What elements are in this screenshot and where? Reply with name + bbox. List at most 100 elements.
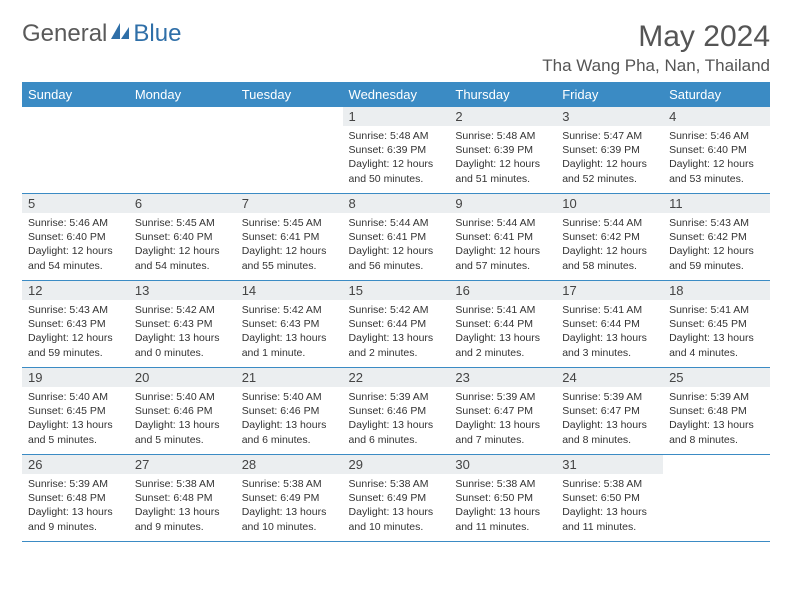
calendar-cell: 31Sunrise: 5:38 AMSunset: 6:50 PMDayligh… [556, 455, 663, 542]
calendar-cell: . [22, 107, 129, 194]
calendar-cell: 29Sunrise: 5:38 AMSunset: 6:49 PMDayligh… [343, 455, 450, 542]
calendar-cell: 28Sunrise: 5:38 AMSunset: 6:49 PMDayligh… [236, 455, 343, 542]
day-number: 15 [343, 281, 450, 300]
calendar-cell: 10Sunrise: 5:44 AMSunset: 6:42 PMDayligh… [556, 194, 663, 281]
day-details: Sunrise: 5:38 AMSunset: 6:49 PMDaylight:… [343, 474, 450, 538]
calendar-row: 26Sunrise: 5:39 AMSunset: 6:48 PMDayligh… [22, 455, 770, 542]
day-number: 17 [556, 281, 663, 300]
calendar-cell: 1Sunrise: 5:48 AMSunset: 6:39 PMDaylight… [343, 107, 450, 194]
calendar-cell: 26Sunrise: 5:39 AMSunset: 6:48 PMDayligh… [22, 455, 129, 542]
weekday-header: Friday [556, 82, 663, 107]
day-number: 22 [343, 368, 450, 387]
calendar-cell: 5Sunrise: 5:46 AMSunset: 6:40 PMDaylight… [22, 194, 129, 281]
day-details: Sunrise: 5:38 AMSunset: 6:48 PMDaylight:… [129, 474, 236, 538]
header: General Blue May 2024 Tha Wang Pha, Nan,… [22, 20, 770, 76]
day-details: Sunrise: 5:39 AMSunset: 6:47 PMDaylight:… [449, 387, 556, 451]
day-details: Sunrise: 5:44 AMSunset: 6:42 PMDaylight:… [556, 213, 663, 277]
day-details: Sunrise: 5:45 AMSunset: 6:41 PMDaylight:… [236, 213, 343, 277]
calendar-cell: 20Sunrise: 5:40 AMSunset: 6:46 PMDayligh… [129, 368, 236, 455]
day-number: 27 [129, 455, 236, 474]
calendar-cell: 11Sunrise: 5:43 AMSunset: 6:42 PMDayligh… [663, 194, 770, 281]
day-details: Sunrise: 5:46 AMSunset: 6:40 PMDaylight:… [663, 126, 770, 190]
calendar-cell: 30Sunrise: 5:38 AMSunset: 6:50 PMDayligh… [449, 455, 556, 542]
calendar-cell: 21Sunrise: 5:40 AMSunset: 6:46 PMDayligh… [236, 368, 343, 455]
day-number: 5 [22, 194, 129, 213]
day-number: 13 [129, 281, 236, 300]
day-details: Sunrise: 5:39 AMSunset: 6:48 PMDaylight:… [663, 387, 770, 451]
calendar-cell: 13Sunrise: 5:42 AMSunset: 6:43 PMDayligh… [129, 281, 236, 368]
weekday-header: Tuesday [236, 82, 343, 107]
day-number: 9 [449, 194, 556, 213]
calendar-cell: 3Sunrise: 5:47 AMSunset: 6:39 PMDaylight… [556, 107, 663, 194]
calendar-cell: 25Sunrise: 5:39 AMSunset: 6:48 PMDayligh… [663, 368, 770, 455]
day-number: 14 [236, 281, 343, 300]
calendar-row: ...1Sunrise: 5:48 AMSunset: 6:39 PMDayli… [22, 107, 770, 194]
calendar-cell: 14Sunrise: 5:42 AMSunset: 6:43 PMDayligh… [236, 281, 343, 368]
day-details: Sunrise: 5:38 AMSunset: 6:50 PMDaylight:… [449, 474, 556, 538]
calendar-cell: 24Sunrise: 5:39 AMSunset: 6:47 PMDayligh… [556, 368, 663, 455]
day-number: 4 [663, 107, 770, 126]
day-details: Sunrise: 5:38 AMSunset: 6:49 PMDaylight:… [236, 474, 343, 538]
logo-text-1: General [22, 20, 107, 48]
calendar-row: 19Sunrise: 5:40 AMSunset: 6:45 PMDayligh… [22, 368, 770, 455]
day-details: Sunrise: 5:44 AMSunset: 6:41 PMDaylight:… [343, 213, 450, 277]
weekday-header: Monday [129, 82, 236, 107]
calendar-cell: 23Sunrise: 5:39 AMSunset: 6:47 PMDayligh… [449, 368, 556, 455]
calendar-cell: 9Sunrise: 5:44 AMSunset: 6:41 PMDaylight… [449, 194, 556, 281]
calendar-table: SundayMondayTuesdayWednesdayThursdayFrid… [22, 82, 770, 542]
day-number: 20 [129, 368, 236, 387]
day-number: 2 [449, 107, 556, 126]
calendar-cell: 16Sunrise: 5:41 AMSunset: 6:44 PMDayligh… [449, 281, 556, 368]
day-details: Sunrise: 5:41 AMSunset: 6:45 PMDaylight:… [663, 300, 770, 364]
logo-sail-icon [109, 20, 131, 48]
weekday-header: Saturday [663, 82, 770, 107]
calendar-cell: 15Sunrise: 5:42 AMSunset: 6:44 PMDayligh… [343, 281, 450, 368]
day-number: 21 [236, 368, 343, 387]
calendar-cell: 17Sunrise: 5:41 AMSunset: 6:44 PMDayligh… [556, 281, 663, 368]
day-number: 24 [556, 368, 663, 387]
day-details: Sunrise: 5:47 AMSunset: 6:39 PMDaylight:… [556, 126, 663, 190]
day-number: 12 [22, 281, 129, 300]
day-details: Sunrise: 5:44 AMSunset: 6:41 PMDaylight:… [449, 213, 556, 277]
title-block: May 2024 Tha Wang Pha, Nan, Thailand [542, 20, 770, 76]
logo: General Blue [22, 20, 181, 48]
calendar-cell: 7Sunrise: 5:45 AMSunset: 6:41 PMDaylight… [236, 194, 343, 281]
day-details: Sunrise: 5:42 AMSunset: 6:44 PMDaylight:… [343, 300, 450, 364]
calendar-cell: 12Sunrise: 5:43 AMSunset: 6:43 PMDayligh… [22, 281, 129, 368]
day-details: Sunrise: 5:40 AMSunset: 6:46 PMDaylight:… [236, 387, 343, 451]
calendar-cell: 22Sunrise: 5:39 AMSunset: 6:46 PMDayligh… [343, 368, 450, 455]
day-details: Sunrise: 5:41 AMSunset: 6:44 PMDaylight:… [449, 300, 556, 364]
day-number: 16 [449, 281, 556, 300]
day-details: Sunrise: 5:40 AMSunset: 6:45 PMDaylight:… [22, 387, 129, 451]
day-number: 7 [236, 194, 343, 213]
calendar-cell: . [129, 107, 236, 194]
day-number: 6 [129, 194, 236, 213]
weekday-header: Wednesday [343, 82, 450, 107]
calendar-cell: 4Sunrise: 5:46 AMSunset: 6:40 PMDaylight… [663, 107, 770, 194]
weekday-header: Sunday [22, 82, 129, 107]
calendar-cell: 19Sunrise: 5:40 AMSunset: 6:45 PMDayligh… [22, 368, 129, 455]
day-number: 31 [556, 455, 663, 474]
day-details: Sunrise: 5:46 AMSunset: 6:40 PMDaylight:… [22, 213, 129, 277]
day-details: Sunrise: 5:48 AMSunset: 6:39 PMDaylight:… [343, 126, 450, 190]
day-details: Sunrise: 5:39 AMSunset: 6:47 PMDaylight:… [556, 387, 663, 451]
day-number: 19 [22, 368, 129, 387]
day-number: 11 [663, 194, 770, 213]
location-text: Tha Wang Pha, Nan, Thailand [542, 56, 770, 76]
calendar-cell: . [663, 455, 770, 542]
day-number: 1 [343, 107, 450, 126]
day-number: 23 [449, 368, 556, 387]
day-details: Sunrise: 5:38 AMSunset: 6:50 PMDaylight:… [556, 474, 663, 538]
calendar-row: 5Sunrise: 5:46 AMSunset: 6:40 PMDaylight… [22, 194, 770, 281]
calendar-cell: 2Sunrise: 5:48 AMSunset: 6:39 PMDaylight… [449, 107, 556, 194]
day-number: 18 [663, 281, 770, 300]
day-details: Sunrise: 5:43 AMSunset: 6:42 PMDaylight:… [663, 213, 770, 277]
calendar-cell: 6Sunrise: 5:45 AMSunset: 6:40 PMDaylight… [129, 194, 236, 281]
day-details: Sunrise: 5:45 AMSunset: 6:40 PMDaylight:… [129, 213, 236, 277]
day-details: Sunrise: 5:39 AMSunset: 6:48 PMDaylight:… [22, 474, 129, 538]
calendar-body: ... 1Sunrise: 5:48 AMSunset: 6:39 PMDayli… [22, 107, 770, 542]
day-number: 29 [343, 455, 450, 474]
day-details: Sunrise: 5:41 AMSunset: 6:44 PMDaylight:… [556, 300, 663, 364]
day-details: Sunrise: 5:40 AMSunset: 6:46 PMDaylight:… [129, 387, 236, 451]
day-number: 28 [236, 455, 343, 474]
